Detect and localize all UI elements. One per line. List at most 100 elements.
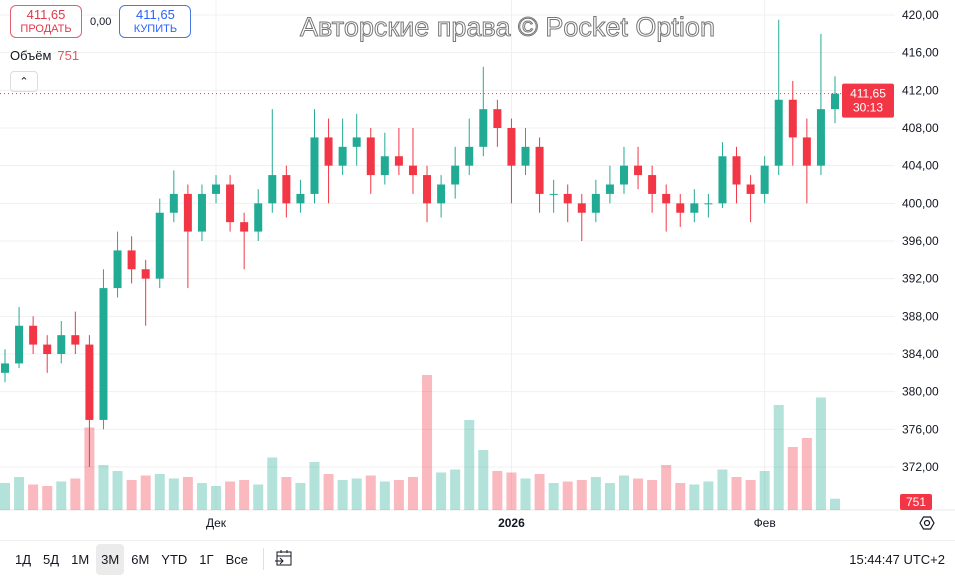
- volume-bar: [436, 472, 447, 510]
- timezone-clock[interactable]: 15:44:47 UTC+2: [849, 552, 945, 567]
- volume-bar: [647, 480, 658, 510]
- candle-body: [676, 203, 685, 213]
- volume-bar: [267, 457, 278, 510]
- timeframe-3m[interactable]: 3М: [96, 543, 125, 575]
- volume-bar: [211, 486, 222, 510]
- x-tick-label: Дек: [206, 516, 227, 530]
- candle-body: [451, 165, 460, 185]
- volume-bar: [379, 481, 390, 510]
- volume-bar: [815, 397, 826, 510]
- settings-icon[interactable]: [919, 516, 935, 530]
- sell-button[interactable]: 411,65 ПРОДАТЬ: [10, 5, 82, 38]
- volume-bar: [830, 498, 840, 510]
- candle-body: [732, 156, 741, 185]
- volume-bar: [365, 475, 376, 510]
- candle-body: [268, 175, 277, 204]
- buy-button[interactable]: 411,65 КУПИТЬ: [119, 5, 192, 38]
- last-volume-value: 751: [906, 495, 926, 509]
- volume-bar: [422, 375, 433, 510]
- y-tick-label: 412,00: [902, 83, 939, 97]
- calendar-arrow-icon[interactable]: [274, 548, 294, 571]
- collapse-legend-button[interactable]: ⌃: [10, 71, 38, 92]
- volume-bar: [84, 427, 95, 510]
- volume-bar: [239, 480, 250, 510]
- candle-body: [605, 184, 614, 194]
- candle-body: [690, 203, 699, 213]
- volume-bar: [548, 483, 559, 510]
- volume-bar: [801, 438, 812, 510]
- candle-body: [507, 128, 516, 166]
- candle-body: [338, 146, 347, 166]
- x-tick-label: 2026: [498, 516, 525, 530]
- candle-body: [254, 203, 263, 232]
- candle-body: [760, 165, 769, 194]
- volume-bar: [576, 480, 587, 510]
- volume-bar: [562, 481, 573, 510]
- volume-bar: [478, 450, 489, 510]
- last-price-label: 411,65 30:13: [842, 83, 894, 118]
- buy-price: 411,65: [136, 6, 175, 22]
- candle-body: [380, 156, 389, 176]
- volume-bar: [787, 447, 798, 510]
- price-axis[interactable]: 420,00 416,00 412,00 408,00 404,00 400,00 396,…: [902, 8, 939, 474]
- time-axis[interactable]: Дек 2026 Фев: [206, 516, 776, 530]
- timeframe-5d[interactable]: 5Д: [43, 551, 60, 567]
- candle-body: [479, 109, 488, 147]
- timeframe-1d[interactable]: 1Д: [15, 551, 32, 567]
- candle-body: [29, 325, 38, 345]
- last-price-value: 411,65: [850, 87, 886, 101]
- spread-value: 0,00: [90, 15, 112, 28]
- candle-body: [465, 146, 474, 166]
- y-tick-label: 384,00: [902, 347, 939, 361]
- volume-bar: [140, 475, 151, 510]
- candle-body: [408, 165, 417, 176]
- timeframe-6m[interactable]: 6М: [131, 551, 150, 567]
- y-tick-label: 388,00: [902, 309, 939, 323]
- candle-body: [802, 137, 811, 166]
- timeframe-1m[interactable]: 1М: [71, 551, 90, 567]
- timeframe-1y[interactable]: 1Г: [199, 551, 214, 567]
- candle-body: [648, 175, 657, 194]
- candle-body: [1, 363, 9, 373]
- candle-body: [563, 193, 572, 204]
- volume-bar: [154, 474, 165, 510]
- volume-bar: [42, 486, 53, 510]
- last-volume-label: 751: [900, 494, 932, 510]
- volume-label: Объём: [10, 48, 52, 63]
- volume-bar: [28, 484, 39, 510]
- y-tick-label: 404,00: [902, 159, 939, 173]
- volume-bar: [604, 483, 615, 510]
- candle-body: [788, 99, 797, 138]
- volume-bar: [590, 477, 601, 510]
- sell-label: ПРОДАТЬ: [20, 22, 72, 35]
- volume-bar: [773, 405, 784, 510]
- volume-bar: [351, 478, 362, 510]
- bottom-toolbar: 1Д 5Д 1М 3М 6М YTD 1Г Все 15:44:47 UTC+2: [0, 540, 955, 577]
- volume-bar: [506, 472, 517, 510]
- volume-bar: [464, 420, 475, 510]
- volume-bar: [492, 471, 503, 510]
- volume-legend: Объём 751: [10, 48, 79, 63]
- candle-body: [240, 222, 249, 232]
- buy-label: КУПИТЬ: [133, 22, 178, 35]
- timeframe-all[interactable]: Все: [225, 551, 248, 567]
- candle-body: [85, 344, 94, 420]
- candle-body: [212, 184, 221, 194]
- volume-bar: [225, 481, 236, 510]
- candle-body: [816, 109, 825, 166]
- volume-bar: [126, 480, 137, 510]
- volume-bar: [253, 484, 264, 510]
- volume-bar: [98, 465, 109, 510]
- grid: [0, 0, 955, 511]
- volume-bar: [295, 483, 306, 510]
- candle-body: [99, 288, 108, 420]
- candle-body: [718, 156, 727, 204]
- volume-bar: [717, 469, 728, 510]
- candlestick-chart[interactable]: 420,00 416,00 412,00 408,00 404,00 400,00 396,…: [0, 0, 955, 540]
- candle-body: [704, 203, 713, 205]
- volume-bar: [323, 474, 334, 510]
- candle-body: [746, 184, 755, 194]
- candle-body: [197, 193, 206, 232]
- candle-body: [521, 146, 530, 166]
- timeframe-ytd[interactable]: YTD: [161, 551, 188, 567]
